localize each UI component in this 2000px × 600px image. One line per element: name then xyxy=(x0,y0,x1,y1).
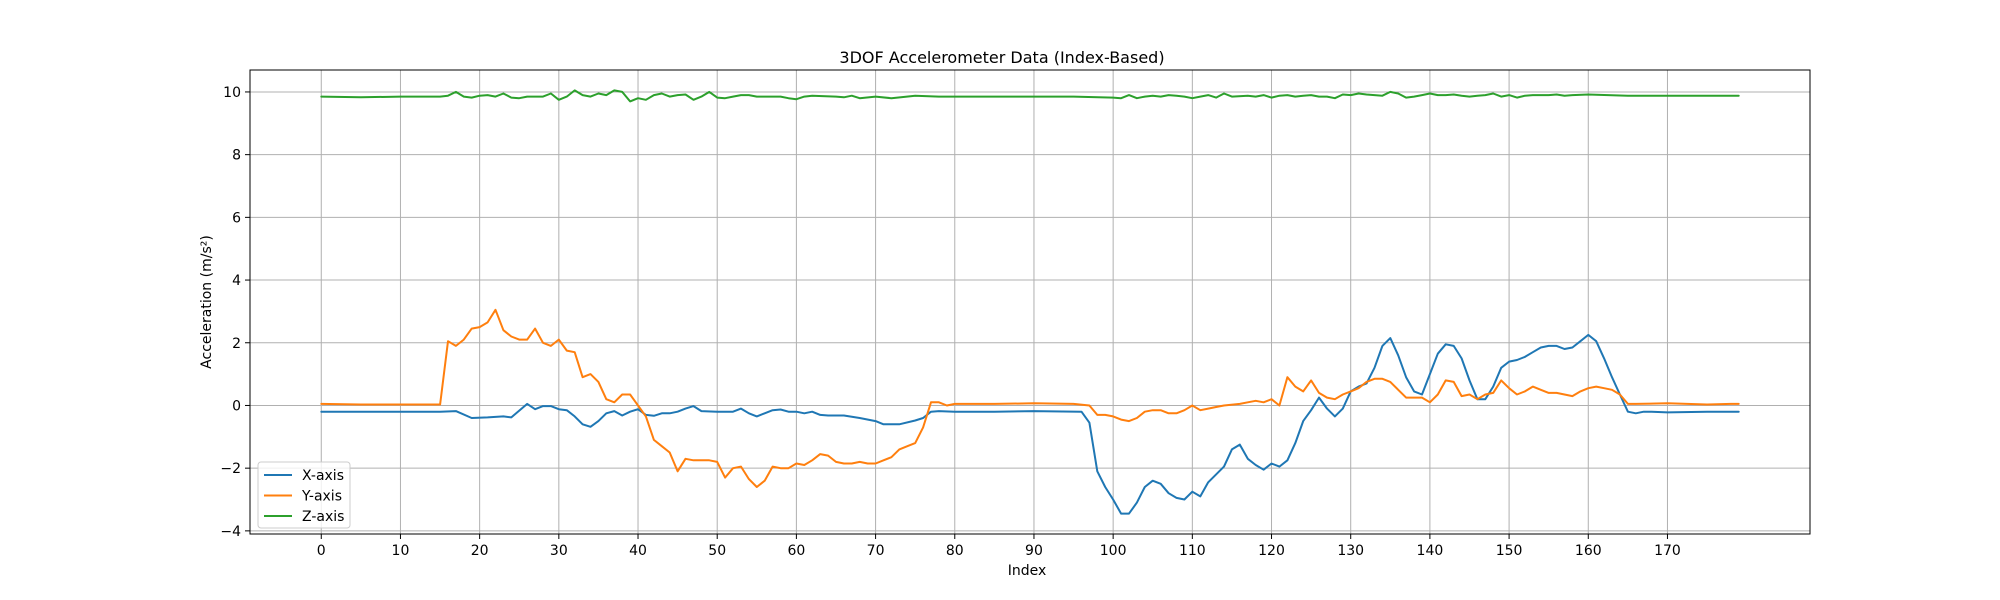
x-tick-label: 50 xyxy=(708,543,726,559)
legend-box xyxy=(257,461,351,529)
x-tick-label: 40 xyxy=(629,543,647,559)
x-tick-label: 170 xyxy=(1654,543,1681,559)
series-line-z-axis xyxy=(320,89,1740,103)
x-tick-label: 130 xyxy=(1337,543,1364,559)
legend: X-axis Y-axis Z-axis xyxy=(257,461,351,529)
plot-frame xyxy=(249,69,1811,535)
y-tick-label: 2 xyxy=(232,336,241,352)
legend-label-y-axis: Y-axis xyxy=(301,489,342,505)
x-tick-label: 110 xyxy=(1179,543,1206,559)
x-tick-label: 140 xyxy=(1417,543,1444,559)
y-axis-ticks: −4 −2 0 2 4 6 8 10 xyxy=(220,85,250,540)
x-axis-ticks: 0 10 20 30 40 50 60 70 80 90 100 110 120 130 140 150 160… xyxy=(317,534,1681,559)
series-lines xyxy=(320,89,1740,515)
series-line-x-axis xyxy=(320,333,1740,515)
y-tick-label: 8 xyxy=(232,148,241,164)
grid-lines xyxy=(250,70,1810,534)
series-line-y-axis xyxy=(320,308,1740,488)
x-tick-label: 60 xyxy=(787,543,805,559)
legend-label-z-axis: Z-axis xyxy=(302,509,344,525)
x-tick-label: 70 xyxy=(867,543,885,559)
y-tick-label: 0 xyxy=(232,398,241,414)
x-tick-label: 160 xyxy=(1575,543,1602,559)
x-tick-label: 80 xyxy=(946,543,964,559)
y-tick-label: −4 xyxy=(220,524,241,540)
x-tick-label: 20 xyxy=(471,543,489,559)
y-axis-label: Acceleration (m/s²) xyxy=(199,235,215,369)
x-tick-label: 10 xyxy=(392,543,410,559)
x-tick-label: 150 xyxy=(1496,543,1523,559)
y-tick-label: 10 xyxy=(223,85,241,101)
x-tick-label: 30 xyxy=(550,543,568,559)
legend-label-x-axis: X-axis xyxy=(302,468,344,484)
y-tick-label: 6 xyxy=(232,210,241,226)
y-tick-label: 4 xyxy=(232,273,241,289)
chart-title: 3DOF Accelerometer Data (Index-Based) xyxy=(839,48,1164,67)
x-tick-label: 0 xyxy=(317,543,326,559)
x-tick-label: 90 xyxy=(1025,543,1043,559)
y-tick-label: −2 xyxy=(220,461,241,477)
x-axis-label: Index xyxy=(1008,563,1047,579)
x-tick-label: 120 xyxy=(1258,543,1285,559)
x-tick-label: 100 xyxy=(1100,543,1127,559)
